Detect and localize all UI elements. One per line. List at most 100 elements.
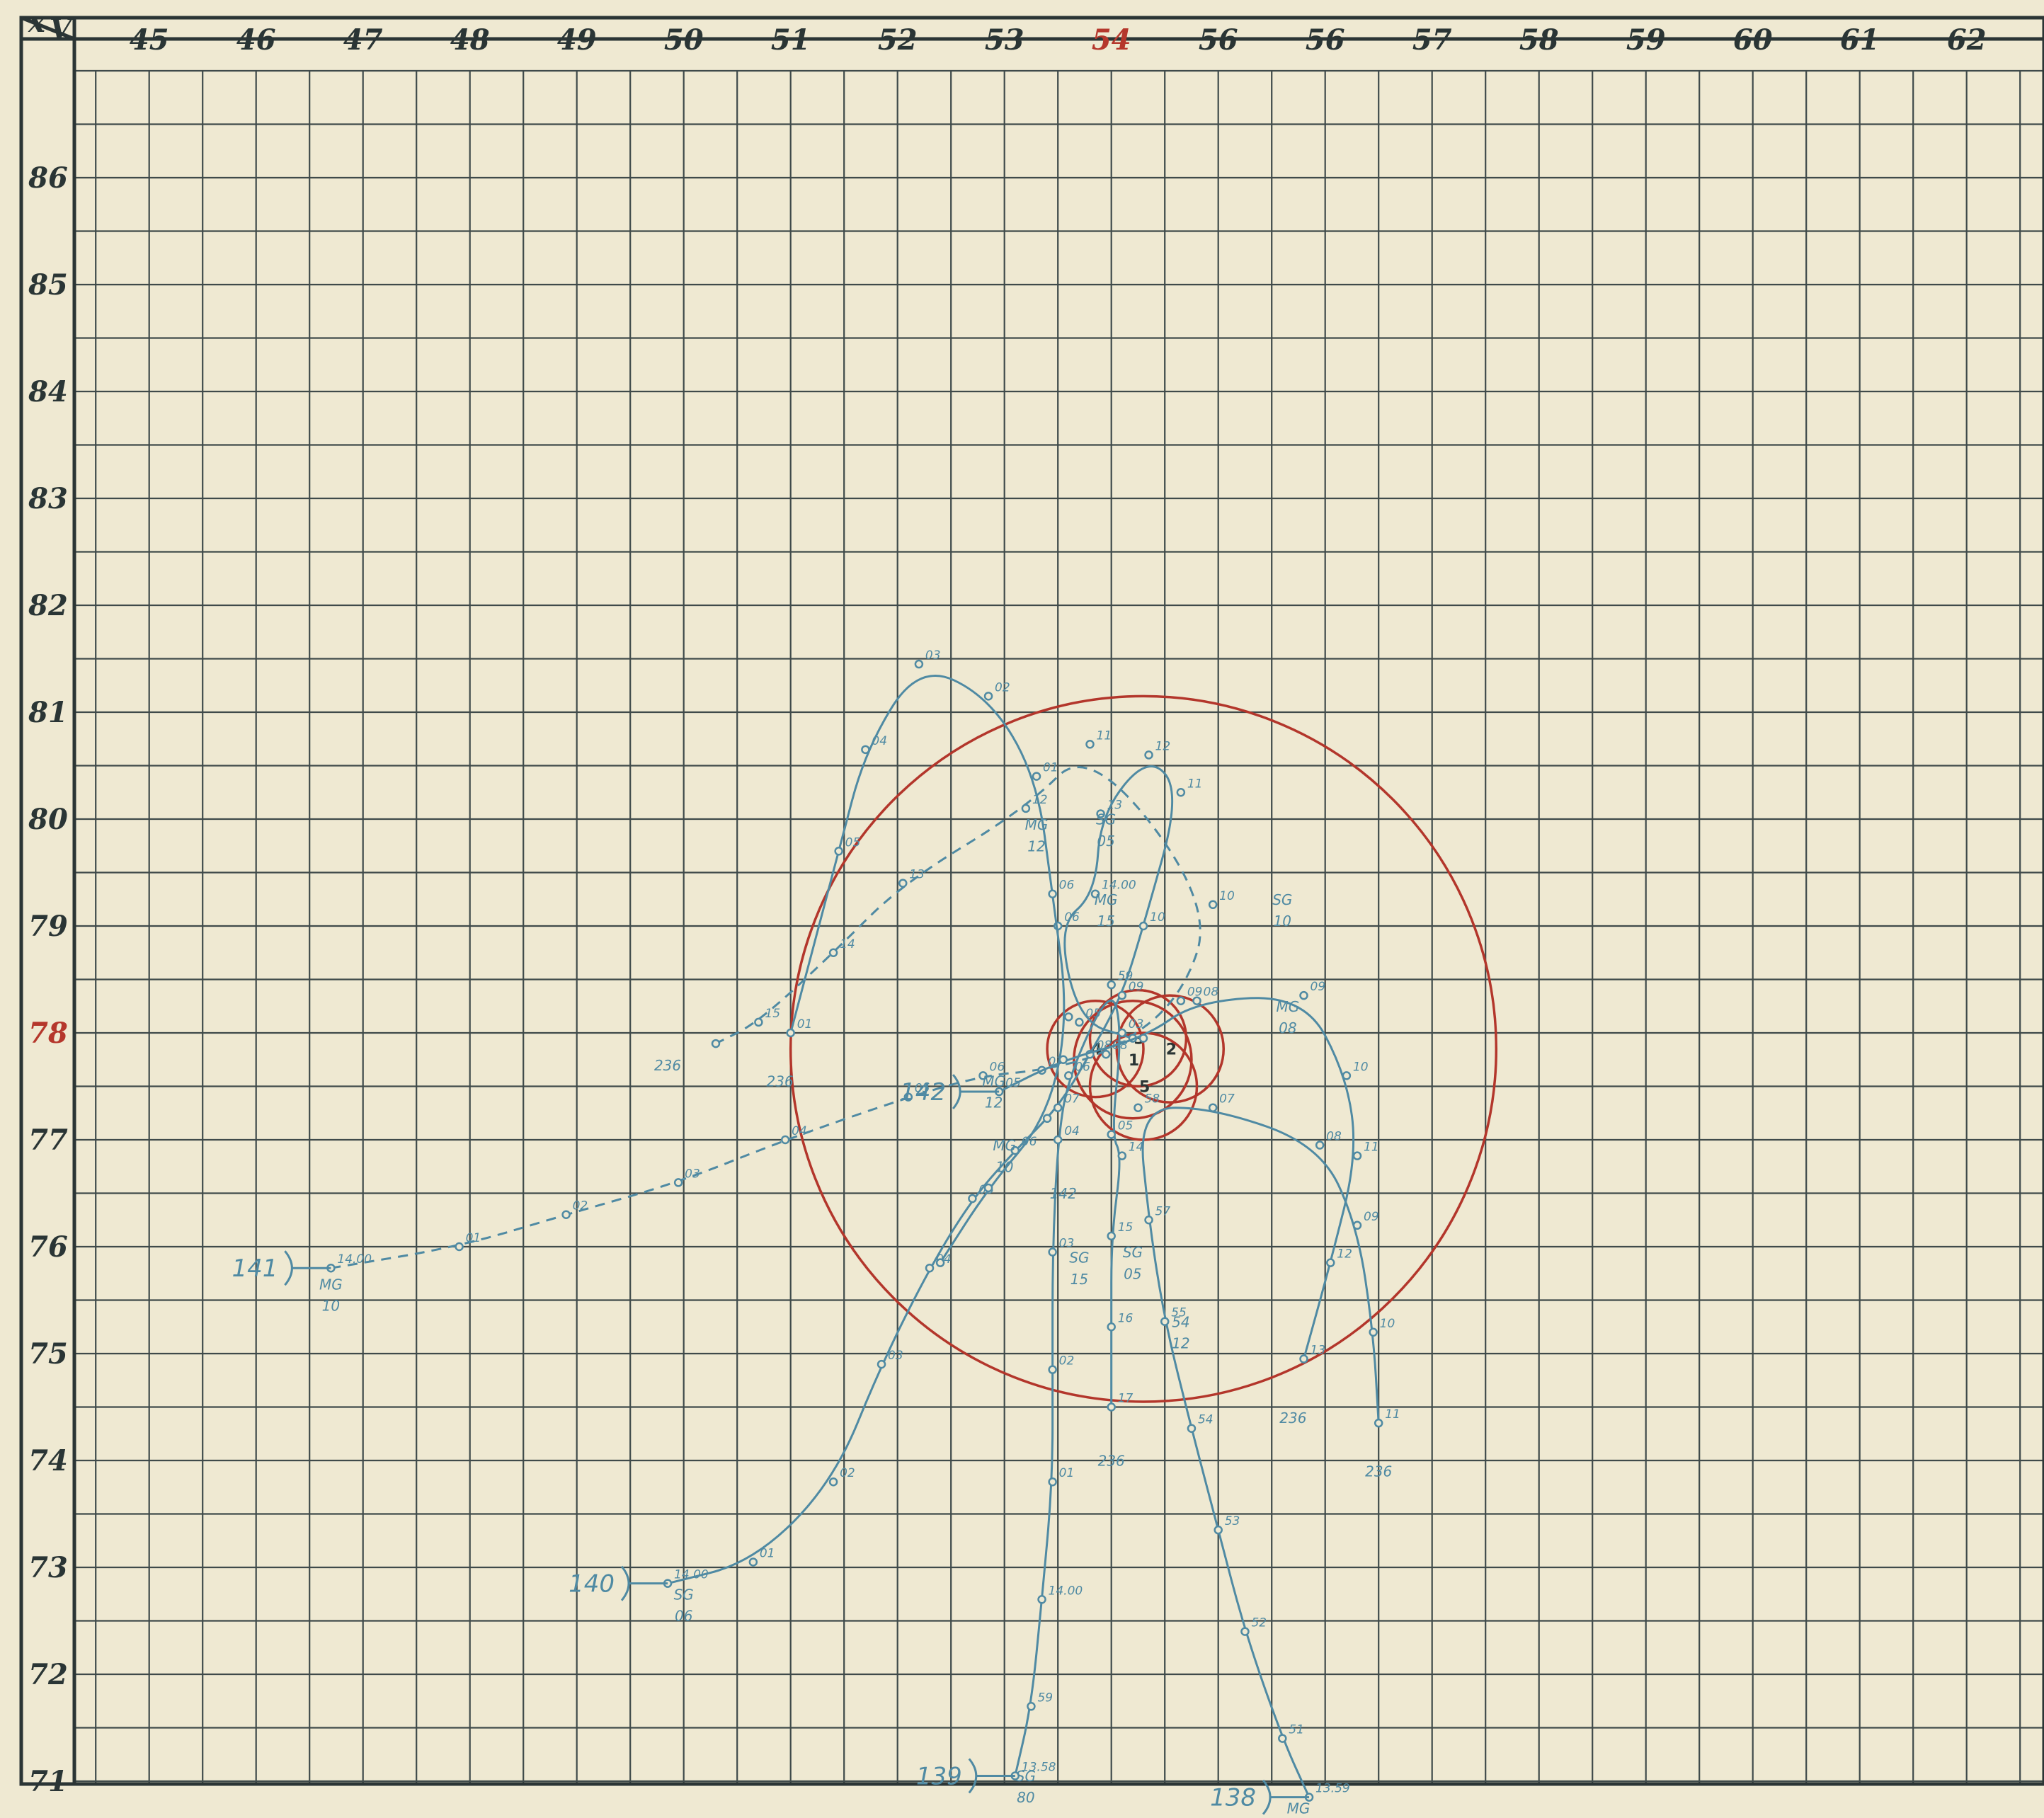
track-point bbox=[1278, 1734, 1287, 1743]
y-tick-label: 85 bbox=[28, 268, 68, 302]
point-label: 13 bbox=[1311, 1344, 1326, 1358]
x-tick-label: 54 bbox=[1092, 23, 1131, 57]
track-annotation: 06 bbox=[675, 1608, 692, 1625]
point-label: 09 bbox=[1311, 980, 1326, 994]
track-point bbox=[786, 1028, 795, 1038]
point-label: 13 bbox=[909, 868, 925, 882]
track-point bbox=[1144, 750, 1153, 760]
small-circle bbox=[1115, 994, 1225, 1104]
track-point bbox=[1117, 1028, 1127, 1038]
track-point bbox=[780, 1135, 790, 1145]
track-point bbox=[1048, 1365, 1057, 1374]
track-point bbox=[1107, 1402, 1116, 1412]
y-tick-label: 74 bbox=[28, 1444, 68, 1477]
y-tick-label: 73 bbox=[28, 1551, 68, 1584]
point-label: 54 bbox=[1198, 1413, 1214, 1427]
track-point bbox=[1117, 1151, 1127, 1160]
track-annotation: 08 bbox=[1279, 1019, 1296, 1036]
point-label: 13 bbox=[1107, 798, 1123, 812]
track-point bbox=[1299, 1354, 1308, 1364]
point-label: 04 bbox=[1064, 1124, 1080, 1138]
x-tick-label: 46 bbox=[236, 23, 276, 57]
point-label: 15 bbox=[1118, 1220, 1134, 1235]
point-label: 05 bbox=[1005, 1076, 1021, 1090]
track-point bbox=[1369, 1327, 1378, 1337]
big-circle bbox=[789, 694, 1498, 1403]
point-label: 59 bbox=[1037, 1691, 1053, 1705]
track-point bbox=[983, 692, 993, 701]
track-point bbox=[1053, 1103, 1063, 1112]
track-point bbox=[1192, 996, 1201, 1005]
track-line bbox=[998, 997, 1355, 1359]
track-annotation: 236 bbox=[1279, 1410, 1306, 1427]
track-point bbox=[1107, 1231, 1116, 1241]
point-label: 03 bbox=[1059, 1237, 1075, 1251]
point-label: 02 bbox=[1059, 1354, 1075, 1368]
track-annotation: MG bbox=[1287, 1800, 1311, 1817]
small-circle bbox=[1073, 999, 1193, 1120]
track-point bbox=[1090, 889, 1100, 898]
x-tick-label: 45 bbox=[130, 23, 169, 57]
corner-label-v: V bbox=[50, 13, 74, 46]
track-id-label: 142 bbox=[900, 1078, 946, 1107]
y-tick-label: 84 bbox=[28, 375, 68, 408]
point-label: 52 bbox=[1251, 1616, 1267, 1630]
point-label: 10 bbox=[1353, 1060, 1369, 1074]
y-tick-label: 71 bbox=[28, 1765, 68, 1798]
track-annotation: 80 bbox=[1017, 1789, 1034, 1806]
track-point bbox=[1042, 1114, 1052, 1124]
track-point bbox=[1187, 1424, 1197, 1433]
point-label: 08 bbox=[1326, 1130, 1342, 1144]
point-label: 07 bbox=[1064, 1092, 1080, 1107]
track-line bbox=[1141, 1107, 1380, 1798]
track-annotation: 12 bbox=[1172, 1334, 1189, 1351]
point-label: 16 bbox=[1118, 1311, 1134, 1325]
small-circle bbox=[1046, 999, 1145, 1099]
x-tick-label: 62 bbox=[1947, 23, 1987, 57]
track-annotation: MG bbox=[982, 1073, 1005, 1090]
point-label: 01 bbox=[760, 1546, 775, 1560]
track-start-bracket bbox=[968, 1758, 978, 1794]
track-point bbox=[1107, 1322, 1116, 1332]
track-annotation: SG bbox=[1272, 891, 1292, 908]
point-label: 04 bbox=[792, 1124, 807, 1138]
track-annotation: 15 bbox=[1097, 913, 1114, 930]
x-tick-label: 58 bbox=[1519, 23, 1559, 57]
track-point bbox=[1048, 1477, 1057, 1487]
track-point bbox=[1117, 990, 1127, 1000]
point-label: 01 bbox=[1043, 761, 1058, 775]
track-point bbox=[828, 948, 838, 957]
x-tick-label: 56 bbox=[1199, 23, 1238, 57]
track-point bbox=[1096, 809, 1105, 818]
y-tick-label: 72 bbox=[28, 1658, 68, 1691]
point-label: 12 bbox=[1155, 739, 1171, 753]
track-point bbox=[1053, 1135, 1063, 1145]
x-tick-label: 56 bbox=[1306, 23, 1345, 57]
small-circle bbox=[1088, 988, 1188, 1088]
corner-label-x: x bbox=[28, 6, 46, 39]
point-label: 06 bbox=[1059, 879, 1075, 893]
point-label: 14 bbox=[840, 937, 855, 951]
point-label: 11 bbox=[1187, 777, 1203, 791]
y-tick-label: 82 bbox=[28, 589, 68, 622]
point-label: 55 bbox=[1171, 1306, 1187, 1320]
track-point bbox=[1134, 1103, 1143, 1112]
track-point bbox=[1027, 1702, 1036, 1711]
y-tick-label: 77 bbox=[28, 1124, 68, 1157]
point-label: 57 bbox=[1155, 1204, 1171, 1218]
point-label: 14.00 bbox=[674, 1568, 709, 1582]
track-point bbox=[1176, 788, 1186, 797]
point-label: 01 bbox=[797, 1017, 813, 1031]
track-point bbox=[914, 659, 924, 669]
point-label: 05 bbox=[845, 835, 861, 850]
track-line bbox=[1014, 999, 1121, 1776]
track-id-label: 140 bbox=[569, 1570, 615, 1599]
track-point bbox=[1374, 1418, 1383, 1428]
corner-diagonal bbox=[21, 16, 75, 41]
point-label: 59 bbox=[1118, 969, 1134, 983]
track-annotation: 236 bbox=[654, 1057, 681, 1074]
track-point bbox=[673, 1178, 683, 1187]
track-id-label: 139 bbox=[916, 1762, 962, 1790]
